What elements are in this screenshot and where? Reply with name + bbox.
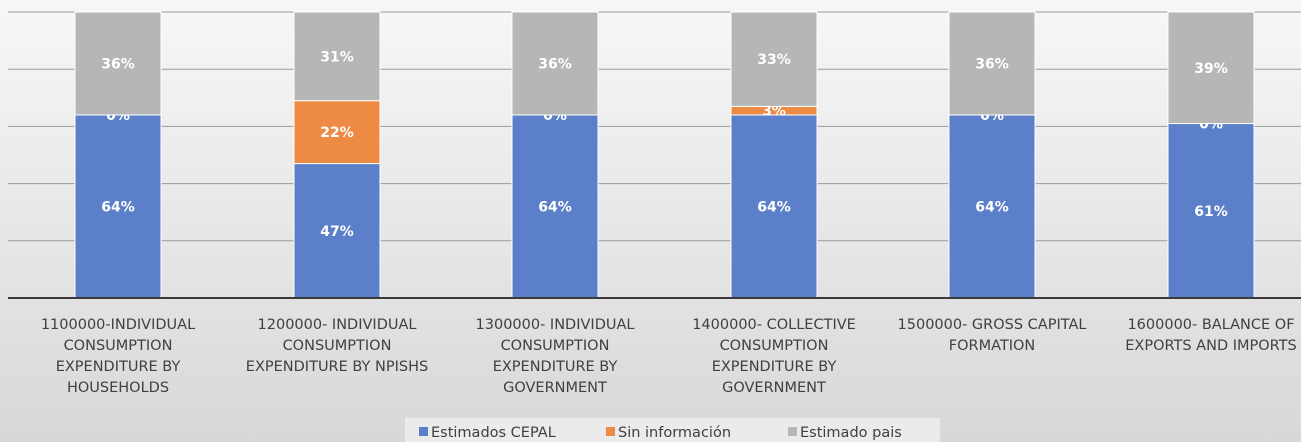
x-tick-label: CONSUMPTION [720, 338, 829, 354]
legend-label: Estimado pais [800, 425, 902, 441]
bar-segment [730, 114, 818, 299]
data-label: 61% [1194, 204, 1228, 220]
x-tick-label: EXPENDITURE BY NPISHS [246, 359, 428, 375]
bar-segment [948, 11, 1036, 116]
data-label: 64% [101, 199, 135, 215]
x-tick-label: 1100000-INDIVIDUAL [41, 317, 195, 333]
legend-swatch [419, 427, 428, 436]
data-label: 36% [538, 56, 572, 72]
bar-segment [1167, 11, 1255, 125]
x-tick-label: FORMATION [949, 338, 1036, 354]
bar-segment [948, 114, 1036, 299]
data-label: 39% [1194, 61, 1228, 77]
data-label: 33% [757, 52, 791, 68]
data-label: 36% [975, 56, 1009, 72]
data-label: 3% [762, 104, 786, 120]
legend-label: Sin información [618, 425, 731, 441]
data-label: 47% [320, 224, 354, 240]
legend-swatch [606, 427, 615, 436]
x-tick-label: EXPENDITURE BY [493, 359, 618, 375]
bar-segment [511, 11, 599, 116]
x-tick-label: 1200000- INDIVIDUAL [258, 317, 417, 333]
x-tick-label: 1300000- INDIVIDUAL [476, 317, 635, 333]
bar-segment [74, 11, 162, 116]
x-tick-label: GOVERNMENT [722, 380, 826, 396]
bar-segment [511, 114, 599, 299]
data-label: 64% [975, 199, 1009, 215]
data-label: 64% [538, 199, 572, 215]
bar-segment [74, 114, 162, 299]
x-tick-label: CONSUMPTION [501, 338, 610, 354]
x-tick-label: EXPENDITURE BY [56, 359, 181, 375]
x-tick-label: GOVERNMENT [503, 380, 607, 396]
bar-segment [1167, 123, 1255, 299]
bar-segment [293, 100, 381, 165]
x-tick-label: HOUSEHOLDS [67, 380, 169, 396]
data-label: 64% [757, 199, 791, 215]
bar-segment [293, 163, 381, 299]
x-tick-label: EXPORTS AND IMPORTS [1125, 338, 1297, 354]
x-tick-label: CONSUMPTION [283, 338, 392, 354]
x-tick-label: CONSUMPTION [64, 338, 173, 354]
x-tick-label: 1500000- GROSS CAPITAL [898, 317, 1087, 333]
data-label: 31% [320, 49, 354, 65]
legend-box [405, 418, 940, 442]
bar-segment [730, 11, 818, 107]
legend-swatch [788, 427, 797, 436]
x-tick-label: 1600000- BALANCE OF [1127, 317, 1294, 333]
x-tick-label: 1400000- COLLECTIVE [692, 317, 856, 333]
data-label: 36% [101, 56, 135, 72]
legend-label: Estimados CEPAL [431, 425, 556, 441]
bar-segment [293, 11, 381, 102]
x-tick-label: EXPENDITURE BY [712, 359, 837, 375]
data-label: 22% [320, 125, 354, 141]
